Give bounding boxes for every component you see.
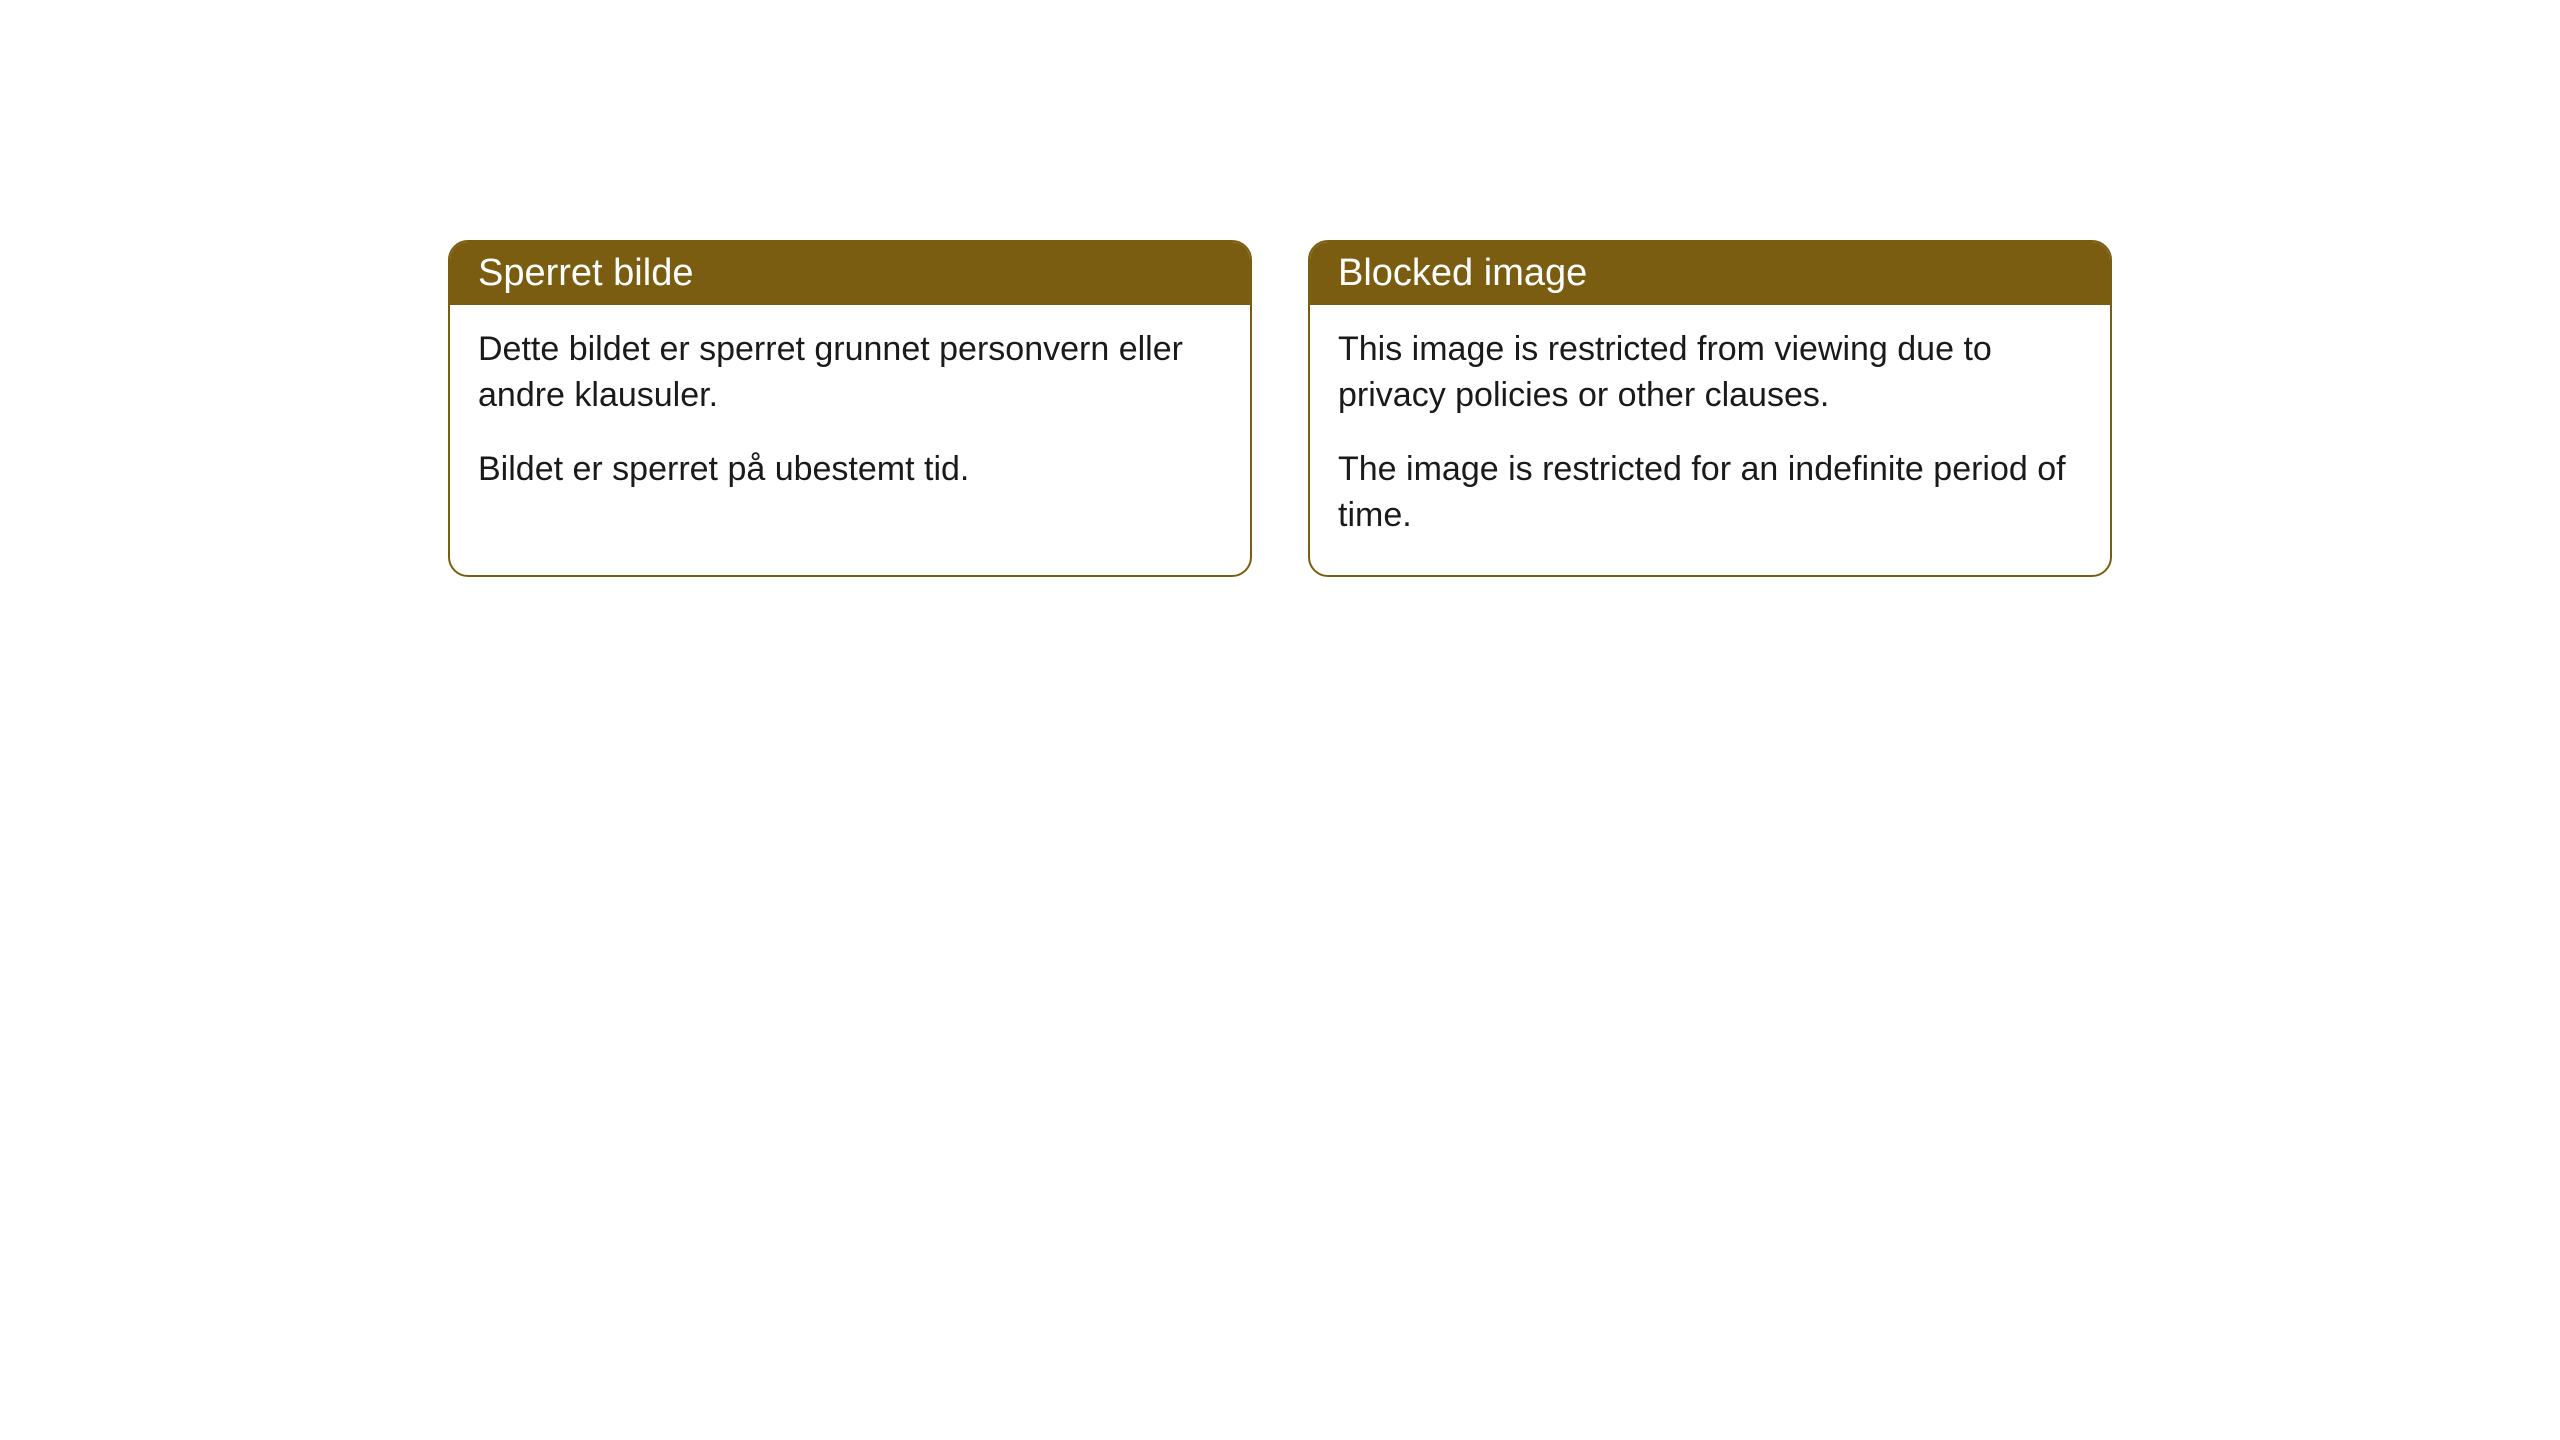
card-header-english: Blocked image (1310, 242, 2110, 305)
card-body-norwegian: Dette bildet er sperret grunnet personve… (450, 305, 1250, 529)
card-paragraph: Bildet er sperret på ubestemt tid. (478, 447, 1222, 493)
blocked-image-card-english: Blocked image This image is restricted f… (1308, 240, 2112, 577)
card-title: Sperret bilde (478, 252, 693, 294)
notice-cards-container: Sperret bilde Dette bildet er sperret gr… (0, 240, 2560, 577)
card-paragraph: This image is restricted from viewing du… (1338, 327, 2082, 419)
blocked-image-card-norwegian: Sperret bilde Dette bildet er sperret gr… (448, 240, 1252, 577)
card-header-norwegian: Sperret bilde (450, 242, 1250, 305)
card-title: Blocked image (1338, 252, 1587, 294)
card-paragraph: The image is restricted for an indefinit… (1338, 447, 2082, 539)
card-paragraph: Dette bildet er sperret grunnet personve… (478, 327, 1222, 419)
card-body-english: This image is restricted from viewing du… (1310, 305, 2110, 575)
